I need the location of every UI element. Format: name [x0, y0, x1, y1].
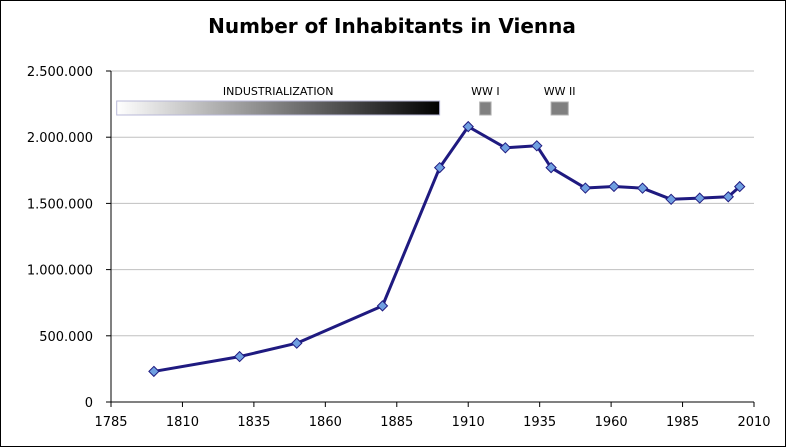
period-annotations: INDUSTRIALIZATION WW I WW II — [116, 85, 576, 116]
data-point — [608, 180, 620, 193]
y-tick-label: 1.000.000 — [27, 264, 93, 279]
war-period-bar — [479, 101, 492, 116]
x-tick-label: 1910 — [452, 415, 485, 430]
data-point — [545, 161, 557, 174]
y-tick-label: 500.000 — [39, 330, 93, 345]
data-point — [462, 120, 474, 133]
industrialization-label: INDUSTRIALIZATION — [223, 85, 334, 98]
data-point — [579, 182, 592, 194]
x-tick-label: 1885 — [380, 415, 413, 430]
x-tick-label: 1935 — [523, 415, 556, 430]
x-tick-label: 1860 — [309, 415, 342, 430]
y-tick-label: 2.500.000 — [27, 65, 93, 80]
war-period-label: WW II — [544, 85, 576, 98]
x-tick-label: 2010 — [737, 415, 770, 430]
chart-title: Number of Inhabitants in Vienna — [208, 14, 576, 38]
x-tick-label: 1960 — [595, 415, 628, 430]
war-period-label: WW I — [471, 85, 500, 98]
war-period-bar — [550, 101, 569, 116]
data-point — [148, 365, 160, 378]
series-line — [153, 125, 741, 373]
axes: 0 500.000 1.000.000 1.500.000 2.000.000 2.500… — [27, 65, 771, 430]
x-tick-label: 1985 — [666, 415, 699, 430]
y-tick-label: 0 — [85, 396, 93, 411]
gridlines — [111, 70, 754, 337]
series — [148, 120, 746, 378]
data-point — [376, 300, 389, 312]
x-tick-label: 1835 — [237, 415, 270, 430]
data-point — [291, 337, 303, 349]
industrialization-bar — [116, 100, 441, 116]
data-point — [433, 161, 446, 174]
data-point — [531, 140, 543, 152]
data-point — [665, 193, 677, 206]
y-tick-label: 2.000.000 — [27, 131, 93, 146]
y-tick-label: 1.500.000 — [27, 197, 93, 212]
data-point — [722, 191, 734, 203]
data-point — [734, 180, 746, 193]
data-point — [499, 142, 512, 154]
data-point — [693, 192, 706, 204]
data-point — [233, 350, 246, 363]
data-point — [636, 182, 649, 194]
x-tick-label: 1785 — [94, 415, 127, 430]
x-tick-label: 1810 — [166, 415, 199, 430]
